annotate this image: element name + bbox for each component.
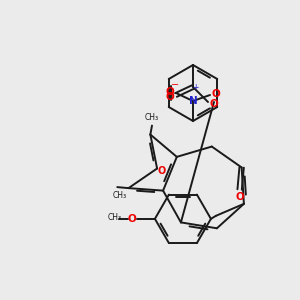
Text: O: O [166, 87, 174, 97]
Text: O: O [235, 193, 244, 202]
Text: CH₃: CH₃ [112, 190, 126, 200]
Text: O: O [158, 166, 166, 176]
Text: O: O [128, 214, 136, 224]
Text: −: − [171, 80, 179, 90]
Text: O: O [212, 89, 220, 99]
Text: +: + [192, 82, 198, 91]
Text: CH₃: CH₃ [145, 113, 159, 122]
Text: CH₃: CH₃ [108, 213, 122, 222]
Text: O: O [166, 92, 174, 102]
Text: O: O [210, 99, 218, 109]
Text: N: N [189, 96, 197, 106]
